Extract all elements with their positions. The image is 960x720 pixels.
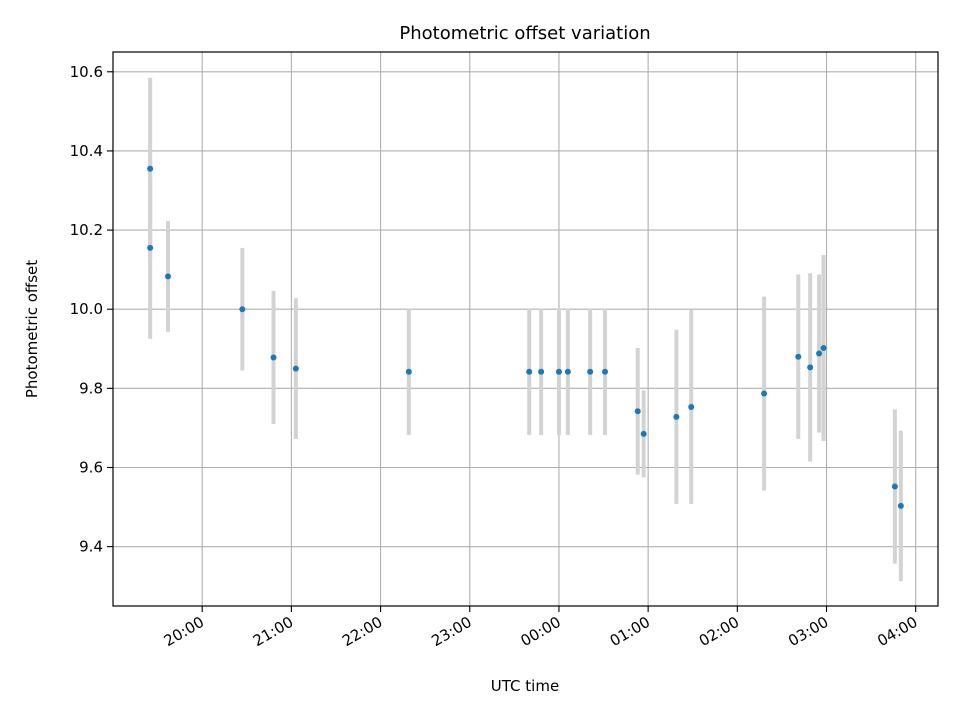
data-point [807, 364, 814, 371]
data-point [816, 350, 823, 357]
data-point [239, 306, 246, 313]
y-tick-label: 10.4 [70, 142, 103, 160]
data-point [602, 368, 609, 375]
y-tick-label: 9.6 [79, 459, 103, 477]
y-axis-ticks: 9.4 9.6 9.8 10.0 10.2 10.4 10.6 [70, 63, 113, 556]
data-points [147, 165, 904, 509]
data-point [405, 368, 412, 375]
y-axis-title: Photometric offset [23, 260, 41, 398]
data-point [270, 354, 277, 361]
data-point [820, 344, 827, 351]
data-point [891, 483, 898, 490]
data-point [761, 390, 768, 397]
data-point [640, 430, 647, 437]
y-tick-label: 9.8 [79, 379, 103, 397]
data-point [526, 368, 533, 375]
data-point [555, 368, 562, 375]
chart-title: Photometric offset variation [399, 23, 650, 44]
data-point [673, 413, 680, 420]
data-point [688, 403, 695, 410]
data-point [795, 353, 802, 360]
y-tick-label: 10.6 [70, 63, 103, 81]
y-tick-label: 10.0 [70, 300, 103, 318]
data-point [538, 368, 545, 375]
data-point [897, 502, 904, 509]
plot-frame [112, 51, 939, 607]
data-point [165, 273, 171, 280]
y-tick-label: 10.2 [70, 221, 103, 239]
data-point [147, 165, 154, 172]
data-point [147, 244, 154, 251]
x-axis-title: UTC time [491, 677, 559, 695]
data-point [564, 368, 571, 375]
y-tick-label: 9.4 [79, 538, 103, 556]
data-point [634, 408, 641, 415]
data-point [587, 368, 594, 375]
data-point [292, 365, 299, 372]
